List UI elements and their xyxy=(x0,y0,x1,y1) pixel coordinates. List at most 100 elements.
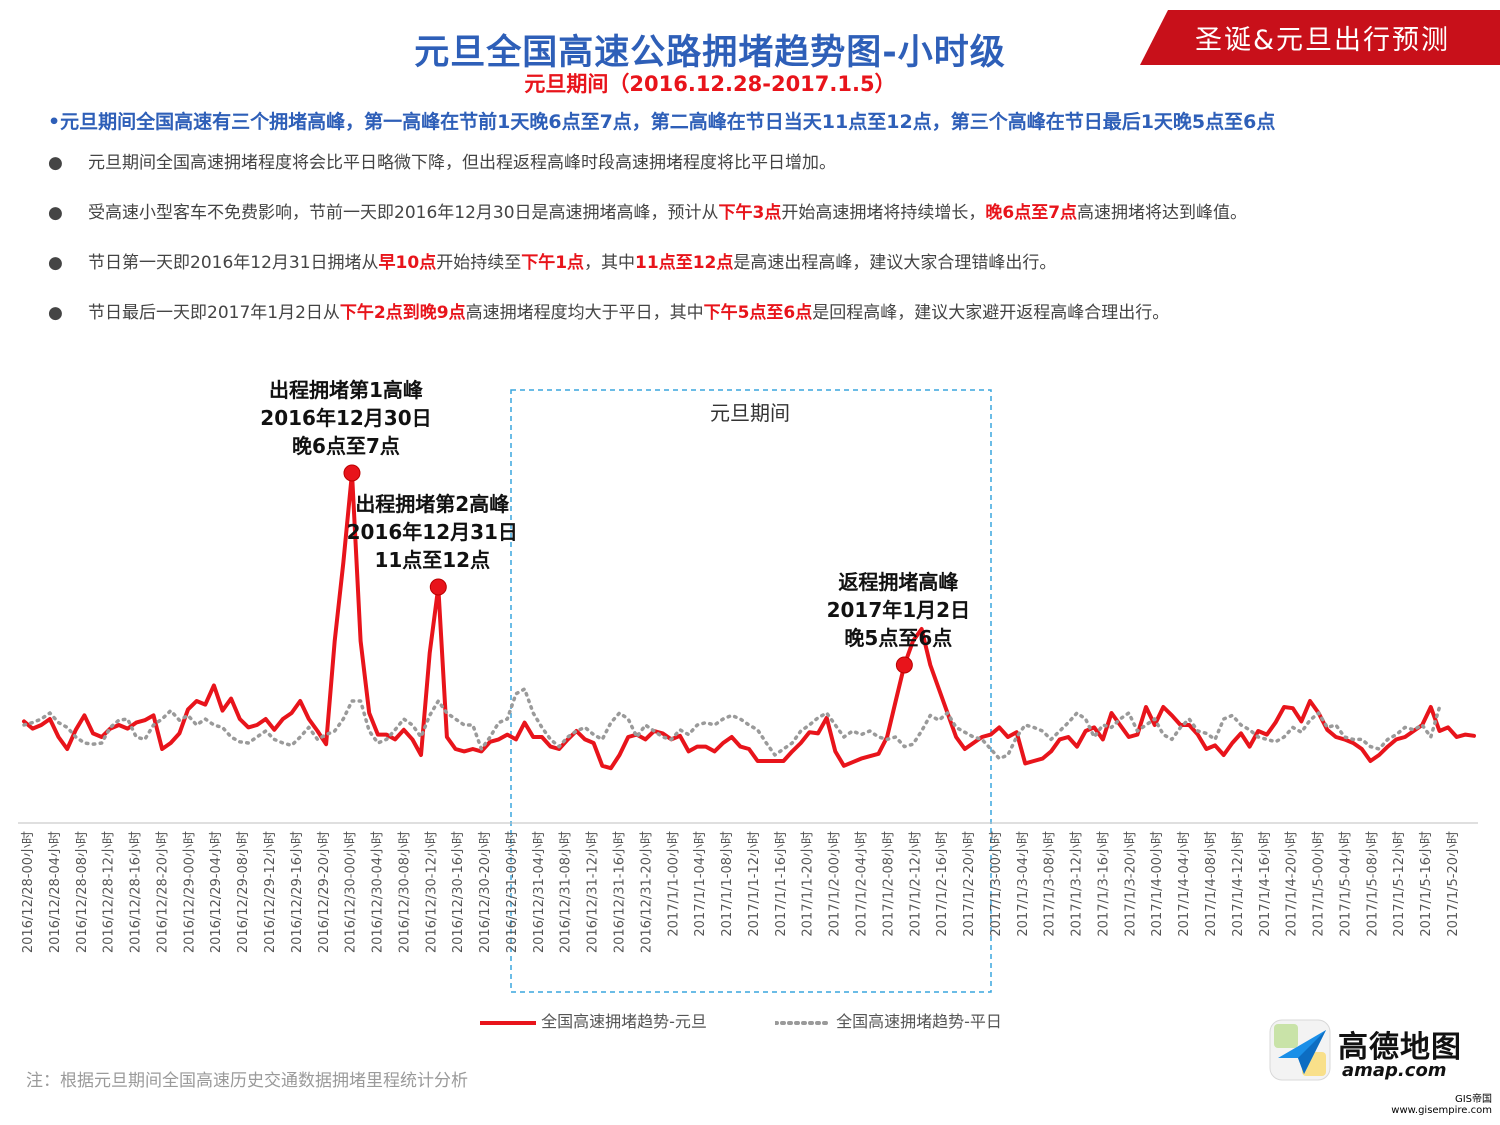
legend-line-solid xyxy=(480,1020,536,1025)
peak-marker xyxy=(343,464,361,482)
x-tick-label: 2016/12/31-04小时 xyxy=(532,831,547,953)
bullet-dot: ● xyxy=(48,153,63,173)
x-tick-label: 2017/1/2-20小时 xyxy=(962,831,977,937)
x-tick-label: 2016/12/30-08小时 xyxy=(397,831,412,953)
x-tick-label: 2016/12/28-00小时 xyxy=(21,831,36,953)
highlight-text: 11点至12点 xyxy=(635,253,734,273)
bullet-item: ● 节日最后一天即2017年1月2日从下午2点到晚9点高速拥堵程度均大于平日，其中… xyxy=(48,298,1169,323)
x-tick-label: 2016/12/31-12小时 xyxy=(586,831,601,953)
x-tick-label: 2017/1/2-00小时 xyxy=(828,831,843,937)
x-tick-label: 2016/12/31-16小时 xyxy=(613,831,628,953)
x-tick-label: 2017/1/5-08小时 xyxy=(1365,831,1380,937)
x-tick-label: 2017/1/2-16小时 xyxy=(935,831,950,937)
peak-annotation-text: 返程拥堵高峰 xyxy=(838,570,958,594)
banner-text: 圣诞&元旦出行预测 xyxy=(1195,25,1451,56)
x-tick-label: 2017/1/2-12小时 xyxy=(908,831,923,937)
congestion-line-chart: 元旦期间 2016/12/28-00小时 2016/12/28-04小时 2016/1… xyxy=(18,378,1478,993)
x-tick-label: 2016/12/30-00小时 xyxy=(344,831,359,953)
x-tick-label: 2017/1/2-04小时 xyxy=(854,831,869,937)
bullet-dot: ● xyxy=(48,253,63,273)
x-tick-label: 2017/1/1-00小时 xyxy=(666,831,681,937)
peak-annotation-text: 2017年1月2日 xyxy=(827,598,971,622)
highlight-text: 下午2点到晚9点 xyxy=(339,303,466,323)
x-tick-label: 2017/1/5-20小时 xyxy=(1446,831,1461,937)
x-tick-label: 2017/1/1-20小时 xyxy=(801,831,816,937)
peak-annotation-text: 2016年12月31日 xyxy=(347,520,518,544)
legend-label-normal: 全国高速拥堵趋势-平日 xyxy=(836,1012,1002,1031)
x-tick-label: 2017/1/1-04小时 xyxy=(693,831,708,937)
x-tick-label: 2017/1/3-08小时 xyxy=(1043,831,1058,937)
page-title: 元旦全国高速公路拥堵趋势图-小时级 xyxy=(414,33,1006,73)
brand-name: 高德地图 xyxy=(1338,1030,1462,1065)
holiday-period-label: 元旦期间 xyxy=(710,401,790,425)
x-tick-label: 2017/1/4-16小时 xyxy=(1258,831,1273,937)
legend-item-normal: 全国高速拥堵趋势-平日 xyxy=(773,1008,1002,1032)
x-tick-label: 2016/12/28-20小时 xyxy=(155,831,170,953)
headline-summary: •元旦期间全国高速有三个拥堵高峰，第一高峰在节前1天晚6点至7点，第二高峰在节日… xyxy=(48,111,1276,133)
highlight-text: 下午3点 xyxy=(718,203,782,223)
x-tick-label: 2017/1/3-00小时 xyxy=(989,831,1004,937)
banner-background xyxy=(1140,10,1500,65)
x-tick-label: 2016/12/28-08小时 xyxy=(75,831,90,953)
bullet-text: 是回程高峰，建议大家避开返程高峰合理出行。 xyxy=(812,303,1170,323)
peak-marker xyxy=(429,578,447,596)
x-tick-label: 2016/12/30-16小时 xyxy=(451,831,466,953)
series-line-holiday xyxy=(22,471,1476,771)
highlight-text: 晚6点至7点 xyxy=(985,203,1078,223)
x-tick-label: 2017/1/4-08小时 xyxy=(1204,831,1219,937)
x-tick-label: 2017/1/1-16小时 xyxy=(774,831,789,937)
x-tick-label: 2016/12/28-04小时 xyxy=(48,831,63,953)
x-tick-label: 2017/1/4-04小时 xyxy=(1177,831,1192,937)
peak-annotation-text: 晚6点至7点 xyxy=(292,434,400,458)
x-tick-label: 2017/1/5-16小时 xyxy=(1419,831,1434,937)
x-tick-label: 2016/12/31-20小时 xyxy=(639,831,654,953)
x-tick-label: 2017/1/1-08小时 xyxy=(720,831,735,937)
x-tick-label: 2017/1/3-04小时 xyxy=(1016,831,1031,937)
series-line-normal xyxy=(22,687,1442,761)
highlight-text: 下午1点 xyxy=(521,253,585,273)
x-tick-label: 2017/1/4-20小时 xyxy=(1285,831,1300,937)
x-tick-label: 2017/1/5-00小时 xyxy=(1312,831,1327,937)
legend-label-holiday: 全国高速拥堵趋势-元旦 xyxy=(541,1012,707,1031)
peak-annotation-text: 出程拥堵第2高峰 xyxy=(355,492,509,516)
page-subtitle: 元旦期间（2016.12.28-2017.1.5） xyxy=(524,72,896,96)
legend-item-holiday: 全国高速拥堵趋势-元旦 xyxy=(480,1008,707,1032)
x-tick-label: 2016/12/29-08小时 xyxy=(236,831,251,953)
bullet-text: ，其中 xyxy=(584,253,636,273)
x-tick-label: 2016/12/29-00小时 xyxy=(182,831,197,953)
holiday-period-box xyxy=(510,389,992,993)
x-tick-label: 2017/1/2-08小时 xyxy=(881,831,896,937)
x-tick-label: 2016/12/28-16小时 xyxy=(129,831,144,953)
highlight-text: 早10点 xyxy=(378,253,437,273)
bullet-text: 节日第一天即2016年12月31日拥堵从 xyxy=(88,253,379,273)
bullet-text: 是高速出程高峰，建议大家合理错峰出行。 xyxy=(733,253,1057,273)
bullet-item: ● 受高速小型客车不免费影响，节前一天即2016年12月30日是高速拥堵高峰，预计… xyxy=(48,198,1247,223)
x-tick-label: 2016/12/29-20小时 xyxy=(317,831,332,953)
x-tick-label: 2016/12/30-20小时 xyxy=(478,831,493,953)
peak-annotation-text: 出程拥堵第1高峰 xyxy=(269,378,423,402)
x-tick-label: 2016/12/29-16小时 xyxy=(290,831,305,953)
bullet-text: 元旦期间全国高速拥堵程度将会比平日略微下降，但出程返程高峰时段高速拥堵程度将比平… xyxy=(88,153,836,173)
peak-annotation-text: 晚5点至6点 xyxy=(844,626,952,650)
x-tick-label: 2017/1/3-20小时 xyxy=(1123,831,1138,937)
bullet-dot: ● xyxy=(48,203,63,223)
x-tick-label: 2017/1/3-12小时 xyxy=(1070,831,1085,937)
bullet-text: 开始高速拥堵将持续增长， xyxy=(781,203,986,223)
x-tick-label: 2017/1/3-16小时 xyxy=(1096,831,1111,937)
bullet-dot: ● xyxy=(48,303,63,323)
brand-url: amap.com xyxy=(1342,1060,1447,1081)
bullet-text: 高速拥堵将达到峰值。 xyxy=(1077,203,1248,223)
footnote: 注：根据元旦期间全国高速历史交通数据拥堵里程统计分析 xyxy=(26,1071,468,1091)
bullet-text: 高速拥堵程度均大于平日，其中 xyxy=(465,303,704,323)
bullet-item: ● 节日第一天即2016年12月31日拥堵从早10点开始持续至下午1点，其中11点… xyxy=(48,248,1056,273)
bullet-text: 开始持续至 xyxy=(436,253,522,273)
x-tick-label: 2016/12/31-00小时 xyxy=(505,831,520,953)
peak-annotation-text: 11点至12点 xyxy=(374,548,490,572)
x-tick-label: 2016/12/30-04小时 xyxy=(371,831,386,953)
bullet-text: 受高速小型客车不免费影响，节前一天即2016年12月30日是高速拥堵高峰，预计从 xyxy=(88,203,719,223)
x-tick-label: 2016/12/29-12小时 xyxy=(263,831,278,953)
peak-annotation-text: 2016年12月30日 xyxy=(260,406,431,430)
x-tick-label: 2017/1/4-00小时 xyxy=(1150,831,1165,937)
x-tick-label: 2016/12/30-12小时 xyxy=(424,831,439,953)
legend-line-dotted xyxy=(773,1020,833,1025)
